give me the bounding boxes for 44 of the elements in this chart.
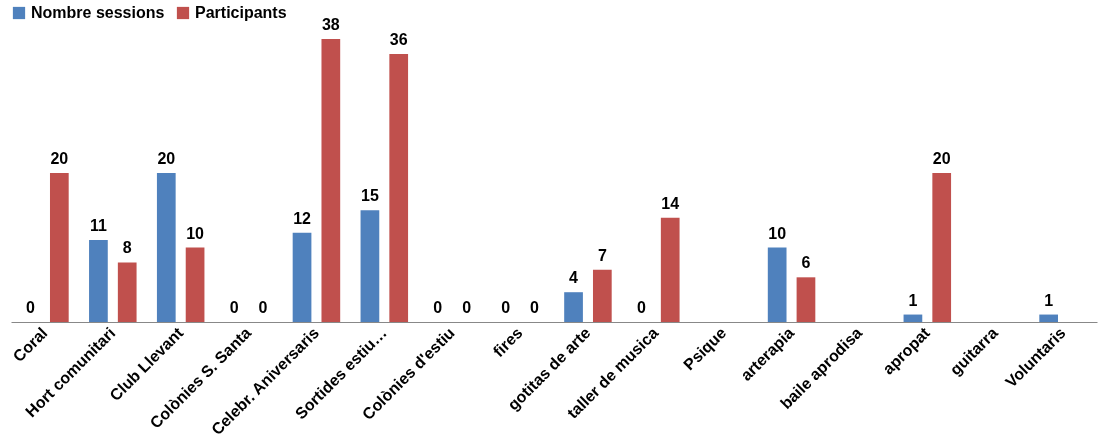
bar: [185, 247, 205, 322]
bar: [321, 39, 341, 322]
data-label: 0: [530, 299, 540, 316]
data-label: 4: [569, 269, 579, 287]
bar: [564, 292, 583, 322]
data-label: 0: [501, 299, 511, 316]
data-label: 0: [229, 299, 239, 316]
data-label: 38: [321, 16, 340, 33]
data-label: 12: [293, 209, 312, 227]
data-label: 15: [361, 187, 379, 205]
bar: [117, 262, 137, 322]
legend-label: Participants: [195, 4, 287, 21]
bar: [49, 173, 69, 322]
data-label: 10: [768, 224, 787, 242]
bar: [660, 217, 680, 322]
bar: [796, 277, 816, 322]
bar: [89, 240, 108, 322]
legend-label: Nombre sessions: [31, 4, 165, 21]
bar: [592, 269, 612, 322]
data-label: 0: [636, 299, 646, 316]
data-label: 0: [462, 299, 472, 316]
bar: [1039, 314, 1059, 322]
data-label: 10: [186, 224, 205, 242]
data-label: 7: [597, 246, 607, 264]
data-label: 6: [801, 254, 811, 272]
data-label: 1: [908, 291, 918, 309]
bar: [389, 53, 409, 322]
bar: [156, 173, 176, 322]
data-label: 20: [157, 150, 176, 168]
data-label: 8: [122, 239, 132, 257]
bar: [292, 232, 312, 322]
data-label: 0: [258, 299, 268, 316]
data-label: 36: [389, 30, 408, 48]
data-label: 20: [932, 150, 951, 168]
bar: [932, 173, 952, 322]
bar: [903, 314, 923, 322]
bar: [360, 210, 380, 322]
data-label: 1: [1044, 291, 1054, 309]
bar: [767, 247, 787, 322]
data-label: 11: [89, 217, 107, 235]
data-label: 0: [26, 299, 36, 316]
data-label: 20: [50, 150, 69, 168]
data-label: 14: [661, 194, 680, 212]
data-label: 0: [433, 299, 443, 316]
